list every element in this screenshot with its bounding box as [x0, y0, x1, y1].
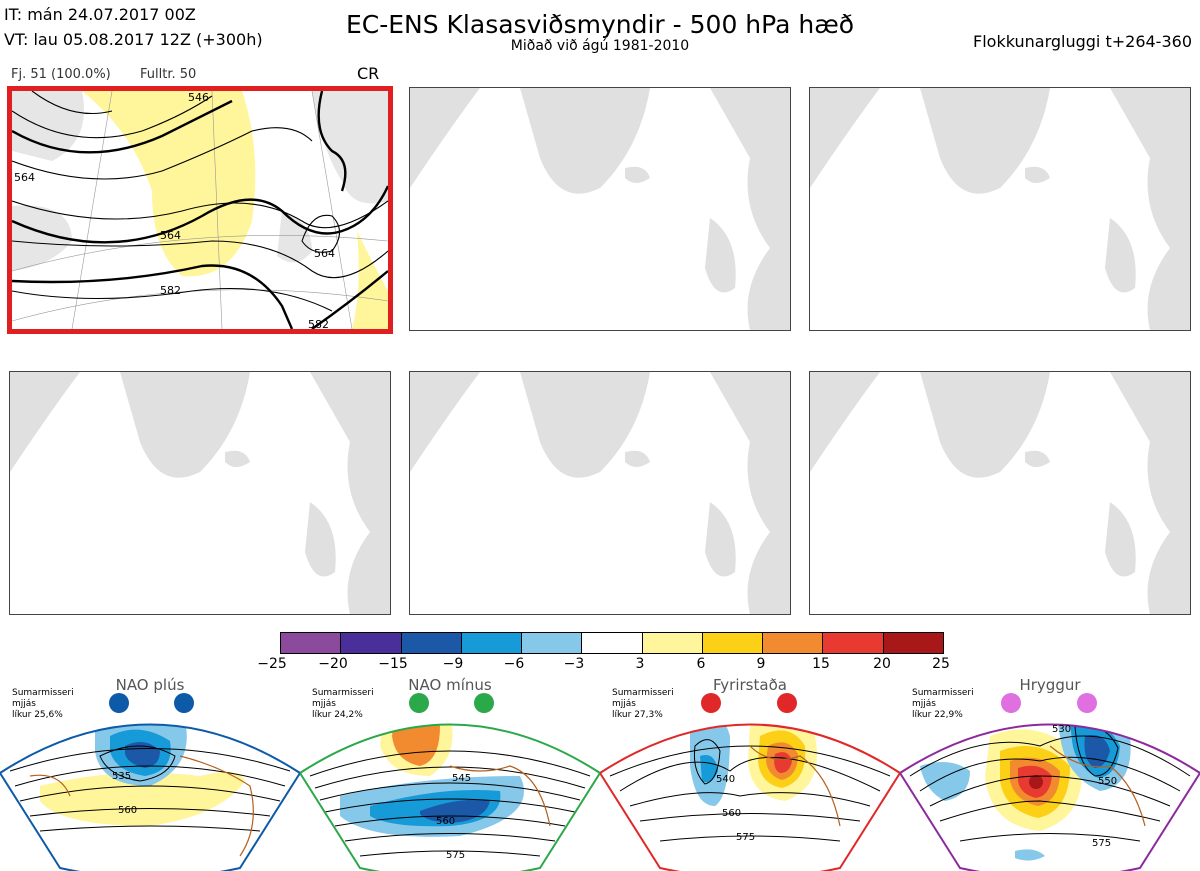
- regime-marker: [777, 693, 797, 713]
- colorbar-tick: 25: [932, 656, 950, 672]
- colorbar-bin: [823, 633, 884, 653]
- regime-contour-label: 540: [716, 774, 735, 785]
- regime-note: Sumarmisseri mjjás líkur 27,3%: [612, 688, 674, 720]
- regime-marker: [1001, 693, 1021, 713]
- colorbar-tick: −15: [378, 656, 408, 672]
- cluster-map-3[interactable]: [809, 87, 1191, 331]
- page-title: EC-ENS Klasasviðsmyndir - 500 hPa hæð: [345, 10, 855, 39]
- regime-contour-label: 550: [1098, 776, 1117, 787]
- colorbar-bin: [883, 633, 943, 653]
- classification-window: Flokkunargluggi t+264-360: [973, 32, 1192, 51]
- regime-contour-label: 575: [446, 850, 465, 861]
- colorbar-tick: 9: [756, 656, 766, 672]
- regime-ridge[interactable]: 530 550 575 Hryggur Sumarmisseri mjjás l…: [900, 676, 1200, 871]
- regime-marker: [174, 693, 194, 713]
- colorbar-tick: 6: [696, 656, 706, 672]
- regime-note: Sumarmisseri mjjás líkur 24,2%: [312, 688, 374, 720]
- colorbar-tick: 3: [635, 656, 645, 672]
- cluster-map-1-graphic: 546 564 564 564 582 582: [12, 91, 388, 329]
- regime-marker: [409, 693, 429, 713]
- colorbar-tick: −25: [257, 656, 287, 672]
- regime-nao-plus-graphic: 535 560: [0, 693, 300, 871]
- cluster-map-3-graphic: [810, 88, 1190, 330]
- regime-title: Hryggur: [1019, 676, 1081, 694]
- colorbar-bin: [281, 633, 342, 653]
- regime-marker: [701, 693, 721, 713]
- contour-label-582a: 582: [160, 284, 181, 297]
- regime-contour-label: 535: [112, 771, 131, 782]
- cluster-map-4[interactable]: [9, 371, 391, 615]
- regime-contour-label: 560: [436, 816, 455, 827]
- cluster-map-5-graphic: [410, 372, 790, 614]
- cluster-representative: Fulltr. 50: [140, 67, 197, 82]
- regime-contour-label: 560: [722, 808, 741, 819]
- cluster-map-2-graphic: [410, 88, 790, 330]
- regime-nao-minus-graphic: 545 560 575: [300, 693, 600, 871]
- contour-label-564a: 564: [14, 171, 35, 184]
- colorbar-bin: [642, 633, 703, 653]
- regime-marker: [109, 693, 129, 713]
- regime-contour-label: 575: [1092, 838, 1111, 849]
- colorbar: [280, 632, 944, 654]
- cluster-regime-code: CR: [357, 64, 380, 83]
- regime-marker: [474, 693, 494, 713]
- cluster-map-4-graphic: [10, 372, 390, 614]
- regime-blocking[interactable]: 540 560 575 Fyrirstaða Sumarmisseri mjjá…: [600, 676, 900, 871]
- cluster-map-2[interactable]: [409, 87, 791, 331]
- regime-nao-plus[interactable]: 535 560 NAO plús Sumarmisseri mjjás líku…: [0, 676, 300, 871]
- colorbar-tick: −3: [563, 656, 585, 672]
- contour-label-582b: 582: [308, 318, 329, 329]
- cluster-map-5[interactable]: [409, 371, 791, 615]
- regime-nao-minus-outline: [300, 723, 600, 871]
- regime-ridge-graphic: 530 550 575: [900, 693, 1200, 871]
- colorbar-tick: −6: [503, 656, 525, 672]
- regime-title: Fyrirstaða: [713, 676, 787, 694]
- regime-title: NAO mínus: [408, 676, 492, 694]
- colorbar-bin: [582, 633, 643, 653]
- cluster-members: Fj. 51 (100.0%): [11, 67, 111, 82]
- colorbar-bin: [341, 633, 402, 653]
- regime-contour-label: 545: [452, 773, 471, 784]
- regime-note: Sumarmisseri mjjás líkur 25,6%: [12, 688, 74, 720]
- regime-contour-label: 530: [1052, 724, 1071, 735]
- regime-note: Sumarmisseri mjjás líkur 22,9%: [912, 688, 974, 720]
- colorbar-bin: [461, 633, 523, 653]
- contour-label-564c: 564: [314, 247, 335, 260]
- regime-contour-label: 560: [118, 805, 137, 816]
- regime-nao-minus[interactable]: 545 560 575 NAO mínus Sumarmisseri mjjás…: [300, 676, 600, 871]
- contour-label-546: 546: [188, 91, 209, 104]
- regime-nao-plus-outline: [0, 723, 300, 871]
- regime-contour-label: 575: [736, 832, 755, 843]
- cluster-map-1[interactable]: 546 564 564 564 582 582: [7, 86, 393, 334]
- valid-time: VT: lau 05.08.2017 12Z (+300h): [4, 30, 263, 49]
- issue-time: IT: mán 24.07.2017 00Z: [4, 5, 196, 24]
- cluster-map-6-graphic: [810, 372, 1190, 614]
- colorbar-bin: [763, 633, 824, 653]
- colorbar-tick: −9: [442, 656, 464, 672]
- regime-blocking-graphic: 540 560 575: [600, 693, 900, 871]
- regime-marker: [1077, 693, 1097, 713]
- colorbar-tick: −20: [318, 656, 348, 672]
- regime-ridge-outline: [900, 723, 1200, 871]
- colorbar-bin: [401, 633, 462, 653]
- colorbar-tick: 15: [812, 656, 830, 672]
- regime-blocking-outline: [600, 723, 900, 871]
- page-subtitle: Miðað við ágú 1981-2010: [510, 38, 690, 54]
- contour-label-564b: 564: [160, 229, 181, 242]
- colorbar-tick: 20: [873, 656, 891, 672]
- cluster-map-6[interactable]: [809, 371, 1191, 615]
- colorbar-bin: [522, 633, 583, 653]
- colorbar-bin: [702, 633, 764, 653]
- regime-title: NAO plús: [115, 676, 185, 694]
